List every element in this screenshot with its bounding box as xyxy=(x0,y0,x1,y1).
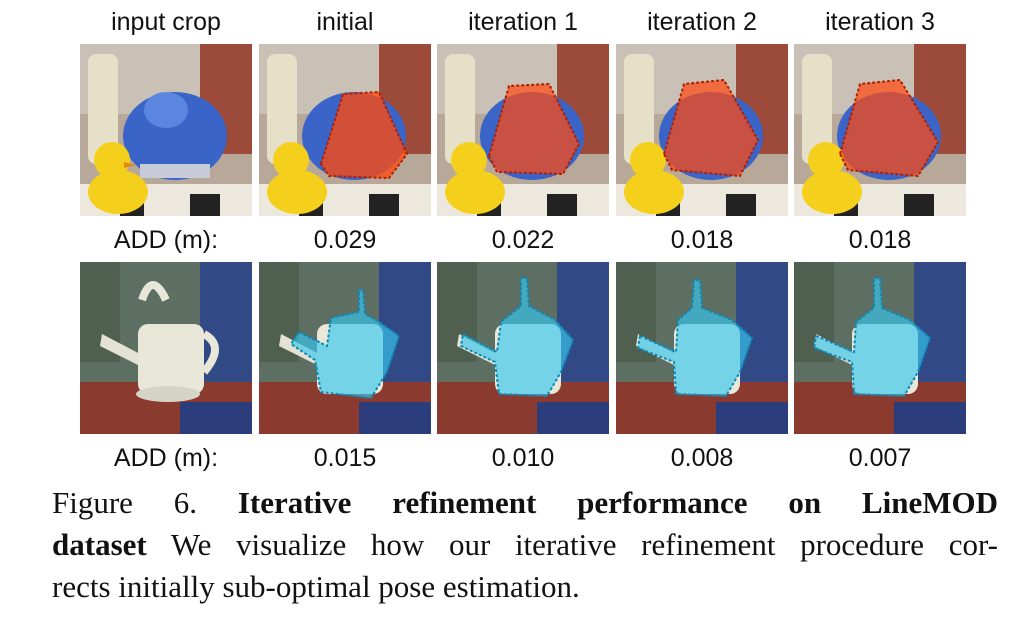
caption-text-2: We visualize how our iterative refinemen… xyxy=(146,527,998,562)
caption-line-1: Figure 6. Iterative refinement performan… xyxy=(52,482,998,524)
row2-iteration-3-image xyxy=(794,262,966,434)
column-header-iteration-3: iteration 3 xyxy=(825,8,935,36)
row1-add-iteration-1: 0.022 xyxy=(491,226,555,254)
row2-iteration-1-image xyxy=(437,262,609,434)
row1-add-iteration-2: 0.018 xyxy=(670,226,734,254)
row2-add-initial: 0.015 xyxy=(313,444,377,472)
caption-line-2: dataset We visualize how our iterative r… xyxy=(52,524,998,566)
caption-prefix: Figure 6. xyxy=(52,485,198,520)
caption-bold-dataset: dataset xyxy=(52,527,147,562)
row2-add-iteration-1: 0.010 xyxy=(491,444,555,472)
caption-bold-title: Iterative refinement performance on Line… xyxy=(237,485,999,520)
row2-iteration-2-image xyxy=(616,262,788,434)
row1-initial-image xyxy=(259,44,431,216)
row1-input-crop-image xyxy=(80,44,252,216)
row2-input-crop-image xyxy=(80,262,252,434)
caption-line-3: rects initially sub-optimal pose estimat… xyxy=(52,569,580,604)
row1-add-iteration-3: 0.018 xyxy=(848,226,912,254)
figure-caption: Figure 6. Iterative refinement performan… xyxy=(52,482,998,608)
row1-add-label: ADD (m): xyxy=(113,226,219,254)
column-header-input-crop: input crop xyxy=(111,8,221,36)
column-header-initial: initial xyxy=(316,8,374,36)
row2-initial-image xyxy=(259,262,431,434)
column-header-iteration-2: iteration 2 xyxy=(647,8,757,36)
column-header-iteration-1: iteration 1 xyxy=(468,8,578,36)
row1-iteration-3-image xyxy=(794,44,966,216)
row2-add-label: ADD (m): xyxy=(113,444,219,472)
row1-add-initial: 0.029 xyxy=(313,226,377,254)
row2-add-iteration-2: 0.008 xyxy=(670,444,734,472)
row1-iteration-1-image xyxy=(437,44,609,216)
row1-iteration-2-image xyxy=(616,44,788,216)
row2-add-iteration-3: 0.007 xyxy=(848,444,912,472)
